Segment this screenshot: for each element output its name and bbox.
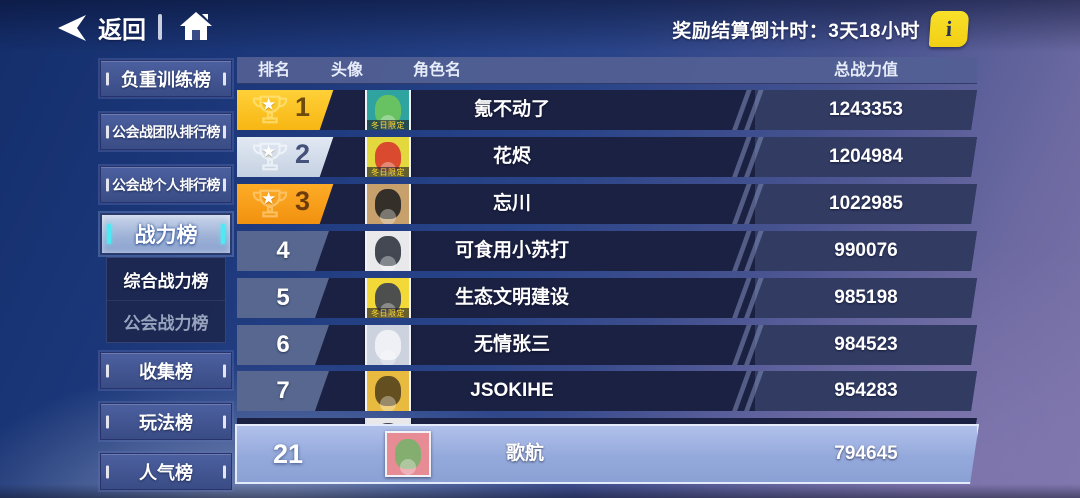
header-name: 角色名: [412, 62, 462, 79]
rank-cell: 6: [237, 325, 329, 365]
player-name: JSOKIHE: [470, 380, 554, 401]
avatar-badge: 冬日限定: [367, 308, 409, 319]
home-button[interactable]: [178, 10, 214, 42]
topbar-divider: [158, 14, 162, 40]
sidebar-item-weight-training[interactable]: 负重训练榜: [100, 60, 232, 97]
star-icon: ★: [261, 189, 277, 208]
table-header: 排名 头像 角色名 总战力值: [237, 57, 977, 84]
avatar: [365, 181, 411, 227]
trophy-icon: [249, 93, 291, 127]
rank-cell: 21: [272, 439, 304, 469]
rank-number: 1: [295, 92, 311, 122]
rank-cell: 5: [237, 278, 329, 318]
value-cell-bg: [755, 278, 977, 318]
player-name: 忘川: [492, 193, 531, 214]
sidebar-item-power[interactable]: 战力榜: [100, 213, 232, 255]
back-arrow-icon: [58, 14, 86, 41]
rank-2-silver-medal: ★ 2: [237, 135, 334, 179]
power-value: 990076: [834, 240, 898, 261]
power-value: 1243353: [829, 99, 903, 120]
power-value: 984523: [834, 334, 898, 355]
star-icon: ★: [261, 142, 277, 161]
info-button[interactable]: i: [928, 11, 970, 47]
avatar-badge: 冬日限定: [367, 167, 409, 178]
star-icon: ★: [261, 95, 277, 114]
player-name: 生态文明建设: [454, 287, 569, 308]
avatar-art: [375, 236, 401, 266]
rank-cell: 4: [237, 231, 329, 271]
player-name: 歌航: [505, 443, 544, 464]
table-row-6[interactable]: 6 无情张三 984523: [237, 325, 977, 365]
back-label: 返回: [98, 17, 146, 44]
trophy-icon: [249, 187, 291, 221]
value-cell-bg: [755, 325, 977, 365]
countdown-label: 奖励结算倒计时：: [672, 21, 829, 42]
back-button[interactable]: 返回: [52, 10, 146, 45]
avatar-art: [375, 376, 401, 406]
rank-cell: 7: [237, 371, 329, 411]
top-bar: 返回 奖励结算倒计时：3天18小时 i: [0, 0, 1080, 52]
avatar-art: [395, 439, 421, 469]
player-own-rank-row[interactable]: 21 歌航 794645: [235, 424, 979, 484]
header-avatar: 头像: [330, 62, 364, 79]
player-name: 氪不动了: [473, 99, 550, 120]
home-icon: [180, 12, 212, 40]
avatar: 冬日限定: [365, 275, 411, 321]
rank-3-bronze-medal: ★ 3: [237, 182, 334, 226]
sidebar-item-collection[interactable]: 收集榜: [100, 352, 232, 389]
value-cell-bg: [755, 371, 977, 411]
reward-countdown: 奖励结算倒计时：3天18小时: [672, 16, 920, 43]
table-row-5[interactable]: 5 冬日限定 生态文明建设 985198: [237, 278, 977, 318]
sidebar-item-gameplay[interactable]: 玩法榜: [100, 403, 232, 440]
rank-number: 3: [295, 186, 311, 216]
value-cell-bg: [755, 231, 977, 271]
sidebar-item-guild-team[interactable]: 公会战团队排行榜: [100, 113, 232, 150]
player-name: 无情张三: [473, 334, 550, 355]
table-row-1[interactable]: ★ 1 冬日限定 氪不动了 1243353: [237, 90, 977, 130]
sidebar-item-popularity[interactable]: 人气榜: [100, 453, 232, 490]
submenu-item-guild-power[interactable]: 公会战力榜: [107, 300, 225, 342]
table-row-7[interactable]: 7 JSOKIHE 954283: [237, 371, 977, 411]
avatar: [365, 228, 411, 274]
avatar-badge: 冬日限定: [367, 120, 409, 131]
power-value: 985198: [834, 287, 898, 308]
avatar-art: [375, 189, 401, 219]
power-value: 1204984: [829, 146, 903, 167]
power-value: 794645: [834, 443, 898, 464]
value-cell-bg: [755, 184, 977, 224]
avatar: 冬日限定: [365, 87, 411, 133]
value-cell-bg: [755, 90, 977, 130]
table-row-4[interactable]: 4 可食用小苏打 990076: [237, 231, 977, 271]
header-rank: 排名: [257, 62, 291, 79]
rank-number: 2: [295, 139, 311, 169]
submenu-item-overall-power[interactable]: 综合战力榜: [123, 271, 209, 291]
player-name: 花烬: [492, 146, 531, 167]
power-submenu: 综合战力榜 公会战力榜: [106, 257, 226, 343]
avatar: 冬日限定: [365, 134, 411, 180]
countdown-value: 3天18小时: [828, 21, 920, 42]
value-cell-bg: [755, 137, 977, 177]
trophy-icon: [249, 140, 291, 174]
header-power: 总战力值: [833, 62, 899, 79]
power-value: 954283: [834, 380, 898, 401]
table-row-3[interactable]: ★ 3 忘川 1022985: [237, 184, 977, 224]
avatar: [365, 322, 411, 368]
power-value: 1022985: [829, 193, 903, 214]
sidebar-item-guild-personal[interactable]: 公会战个人排行榜: [100, 166, 232, 203]
avatar: [365, 368, 411, 414]
info-icon: i: [945, 16, 953, 41]
rank-1-gold-medal: ★ 1: [237, 88, 334, 132]
avatar-art: [375, 330, 401, 360]
avatar: [385, 431, 431, 477]
player-name: 可食用小苏打: [454, 240, 569, 261]
bottom-shade: [0, 484, 1080, 498]
table-row-2[interactable]: ★ 2 冬日限定 花烬 1204984: [237, 137, 977, 177]
